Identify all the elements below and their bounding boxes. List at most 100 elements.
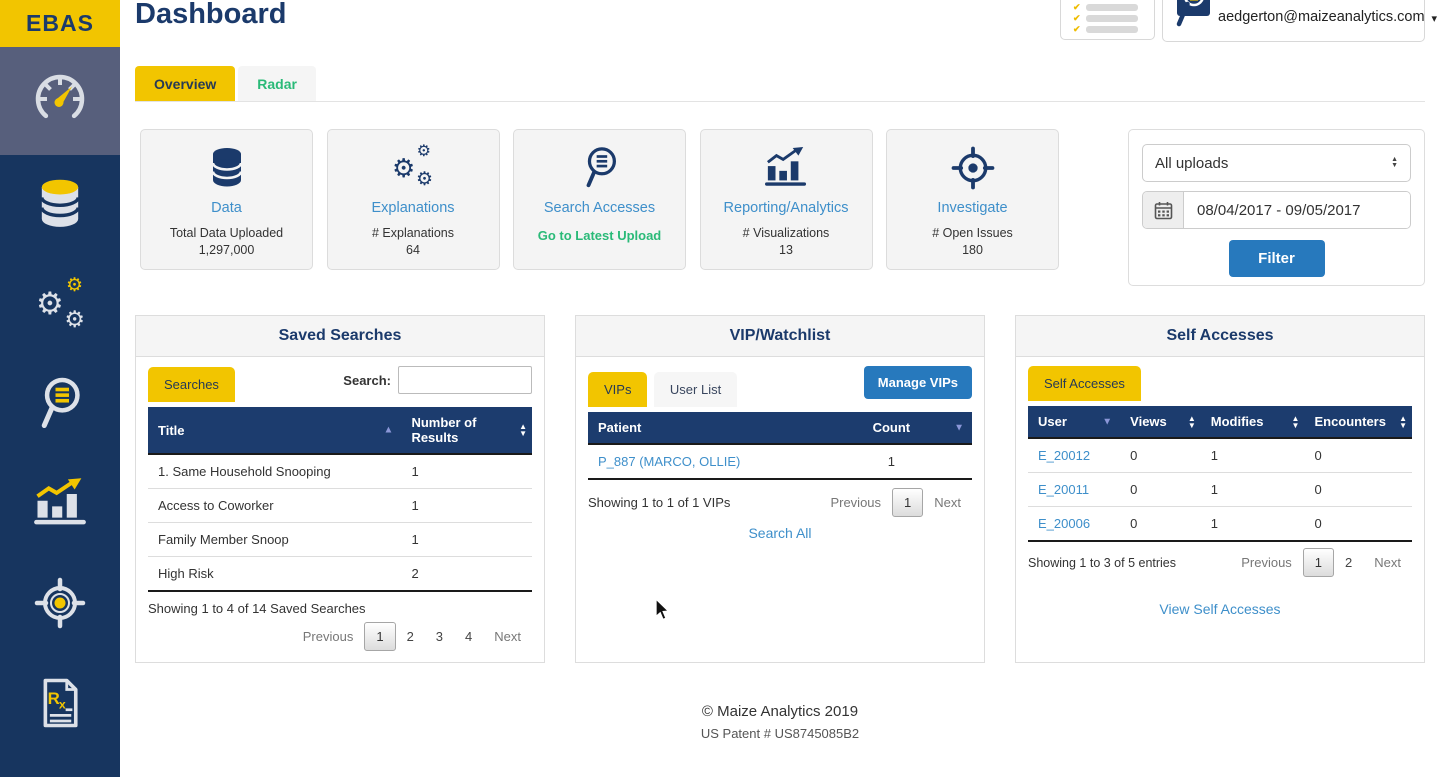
filter-button[interactable]: Filter [1228, 240, 1325, 277]
previous-button[interactable]: Previous [302, 629, 354, 644]
tab-overview[interactable]: Overview [135, 66, 236, 101]
gears-icon: ⚙ ⚙ ⚙ [36, 275, 85, 332]
card-data-subtitle: Total Data Uploaded [169, 226, 284, 240]
column-header-patient[interactable]: Patient [588, 412, 811, 445]
column-header-number-of-results[interactable]: Number of Results ▲ ▼ [401, 407, 532, 455]
page-button-1[interactable]: 1 [892, 488, 924, 517]
reporting-chart-icon [33, 477, 87, 533]
previous-button[interactable]: Previous [1241, 555, 1292, 570]
caret-down-icon: ▾ [1431, 13, 1438, 25]
search-accesses-icon [35, 376, 85, 435]
view-self-accesses-link[interactable]: View Self Accesses [1159, 601, 1281, 617]
manage-vips-button[interactable]: Manage VIPs [863, 366, 972, 399]
sidebar: EBAS [0, 0, 120, 777]
self-accesses-showing: Showing 1 to 3 of 5 entries [1028, 555, 1177, 570]
investigate-target-icon [951, 143, 995, 193]
table-row[interactable]: 1. Same Household Snooping 1 [158, 464, 419, 479]
select-caret-icon: ▲ ▼ [1391, 156, 1398, 169]
table-row[interactable]: E_20012 0 1 0 [1038, 448, 1322, 463]
reporting-chart-icon [763, 143, 809, 193]
patent-text: US Patent # US8745085B2 [700, 726, 860, 741]
search-all-link[interactable]: Search All [748, 525, 812, 541]
card-explanations-value: 64 [406, 243, 420, 257]
saved-searches-search-input[interactable] [398, 366, 532, 394]
sidebar-item-investigate[interactable] [0, 555, 120, 655]
column-header-views[interactable]: Views ▲ ▼ [1120, 406, 1201, 439]
search-label: Search: [343, 372, 391, 388]
date-range-group [1142, 191, 1411, 229]
table-row[interactable]: Access to Coworker 1 [148, 488, 532, 523]
rx-report-icon: R x [37, 676, 83, 735]
page-button-1[interactable]: 1 [1302, 548, 1335, 577]
page-button-4[interactable]: 4 [465, 629, 473, 644]
sidebar-item-dashboard[interactable] [0, 47, 120, 155]
table-row[interactable]: Family Member Snoop 1 [148, 522, 532, 557]
next-button[interactable]: Next [1374, 555, 1401, 570]
sidebar-item-search-accesses[interactable] [0, 355, 120, 455]
upload-filter-select[interactable]: All uploads ▲ ▼ [1142, 144, 1411, 182]
table-row[interactable]: High Risk 2 [148, 556, 532, 592]
table-row[interactable]: E_20011 0 1 0 [1028, 472, 1412, 507]
tab-vips[interactable]: VIPs [588, 372, 648, 407]
card-data: Data Total Data Uploaded 1,297,000 [140, 129, 313, 270]
page-button-2[interactable]: 2 [406, 629, 414, 644]
column-header-title[interactable]: Title ▲ [148, 407, 402, 455]
tab-radar[interactable]: Radar [238, 66, 316, 101]
page-button-3[interactable]: 3 [435, 629, 444, 644]
card-reporting-subtitle: # Visualizations [742, 226, 830, 240]
user-link[interactable]: E_20006 [1038, 516, 1091, 531]
gauge-icon [34, 73, 86, 130]
sidebar-item-reporting[interactable] [0, 455, 120, 555]
sidebar-item-rx-reports[interactable]: R x [0, 655, 120, 755]
tab-user-list[interactable]: User List [653, 372, 738, 407]
tab-self-accesses[interactable]: Self Accesses [1028, 366, 1141, 401]
search-accesses-icon [578, 143, 622, 193]
saved-searches-panel: Saved Searches Searches Search: Title [135, 315, 545, 663]
column-header-user[interactable]: User ▼ [1028, 406, 1121, 439]
card-explanations-link[interactable]: Explanations [371, 200, 455, 216]
sort-both-icon: ▲ ▼ [1399, 413, 1407, 430]
table-row[interactable]: P_887 (MARCO, OLLIE) 1 [588, 444, 972, 480]
table-row[interactable]: E_20006 0 1 0 [1028, 506, 1412, 542]
user-link[interactable]: E_20011 [1038, 482, 1090, 497]
main-tabs: Overview Radar [135, 66, 1425, 102]
date-range-input[interactable] [1184, 192, 1410, 228]
database-icon [207, 143, 247, 193]
next-button[interactable]: Next [494, 629, 521, 644]
previous-button[interactable]: Previous [830, 495, 882, 510]
filter-panel: All uploads ▲▼ Filter [1128, 129, 1425, 286]
summary-cards: Data Total Data Uploaded 1,297,000 ⚙ ⚙ ⚙ E… [140, 129, 1059, 270]
sidebar-item-explanations[interactable]: ⚙ ⚙ ⚙ [0, 255, 120, 355]
card-reporting-link[interactable]: Reporting/Analytics [723, 200, 849, 216]
column-header-modifies[interactable]: Modifies ▲ ▼ [1200, 406, 1305, 439]
next-button[interactable]: Next [934, 495, 961, 510]
card-data-value: 1,297,000 [198, 243, 255, 257]
dashboard-panels: Saved Searches Searches Search: Title [135, 315, 1425, 663]
sidebar-item-data[interactable] [0, 155, 120, 255]
card-investigate-link[interactable]: Investigate [937, 200, 1008, 216]
vip-watchlist-panel: VIP/Watchlist VIPs User List Manage VIPs… [575, 315, 985, 663]
copyright-text: © Maize Analytics 2019 [701, 703, 859, 720]
user-menu[interactable]: aedgerton@maizeanalytics.com ▾ [1162, 0, 1437, 42]
card-explanations-subtitle: # Explanations [371, 226, 454, 240]
saved-searches-table: Title ▲ Number of Results ▲ ▼ 1. Same Hou… [148, 407, 532, 592]
column-header-encounters[interactable]: Encounters ▲ ▼ [1304, 406, 1412, 439]
sort-asc-icon: ▲ [383, 424, 394, 436]
upload-filter-value: All uploads [1155, 154, 1229, 172]
tab-searches[interactable]: Searches [148, 367, 235, 402]
user-email: aedgerton@maizeanalytics.com [1218, 9, 1425, 25]
svg-text:x: x [59, 697, 66, 711]
card-investigate-value: 180 [962, 243, 983, 257]
sort-both-icon: ▲ ▼ [519, 422, 527, 438]
card-search-accesses-link[interactable]: Search Accesses [543, 200, 656, 216]
brand-logo[interactable]: EBAS [0, 0, 120, 47]
go-to-latest-upload-link[interactable]: Go to Latest Upload [537, 228, 662, 243]
card-data-link[interactable]: Data [211, 200, 242, 216]
user-link[interactable]: E_20012 [1038, 448, 1091, 463]
column-header-count[interactable]: Count ▼ [810, 412, 972, 445]
page-button-2[interactable]: 2 [1345, 555, 1353, 570]
checklist-button[interactable]: ✔ ✔ ✔ ✔ [1060, 0, 1155, 40]
page-button-1[interactable]: 1 [364, 622, 396, 651]
patient-link[interactable]: P_887 (MARCO, OLLIE) [598, 454, 741, 469]
self-accesses-title: Self Accesses [1016, 316, 1424, 357]
